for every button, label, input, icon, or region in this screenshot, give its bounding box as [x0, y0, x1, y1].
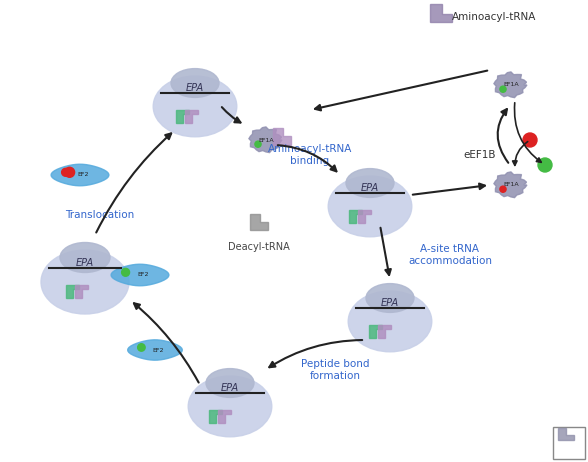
- Text: EF1A: EF1A: [503, 182, 519, 188]
- Text: Aminoacyl-tRNA
binding: Aminoacyl-tRNA binding: [268, 144, 352, 166]
- Text: EF2: EF2: [138, 273, 149, 278]
- Ellipse shape: [188, 376, 272, 437]
- Polygon shape: [358, 210, 370, 223]
- Circle shape: [538, 158, 552, 172]
- Polygon shape: [430, 4, 452, 22]
- Circle shape: [500, 186, 506, 192]
- Text: EF1A: EF1A: [503, 83, 519, 87]
- Ellipse shape: [348, 291, 432, 352]
- Ellipse shape: [41, 250, 129, 314]
- Polygon shape: [250, 214, 268, 230]
- Polygon shape: [378, 325, 390, 338]
- Polygon shape: [111, 264, 169, 286]
- Polygon shape: [185, 110, 198, 122]
- Ellipse shape: [346, 169, 394, 197]
- Text: EPA: EPA: [76, 257, 94, 267]
- Text: A-site tRNA
accommodation: A-site tRNA accommodation: [408, 244, 492, 266]
- Polygon shape: [51, 164, 109, 186]
- Polygon shape: [494, 72, 527, 97]
- Polygon shape: [369, 325, 382, 338]
- Ellipse shape: [366, 284, 414, 312]
- Polygon shape: [494, 172, 527, 198]
- Text: EPA: EPA: [221, 383, 239, 393]
- Ellipse shape: [328, 176, 412, 237]
- Text: EPA: EPA: [381, 298, 399, 308]
- Text: EF1A: EF1A: [259, 138, 274, 142]
- Text: eEF1B: eEF1B: [464, 150, 496, 160]
- Text: EF2: EF2: [78, 172, 89, 177]
- Circle shape: [523, 133, 537, 147]
- Polygon shape: [349, 210, 362, 223]
- Ellipse shape: [206, 369, 254, 397]
- Text: EPA: EPA: [186, 83, 204, 92]
- Ellipse shape: [171, 68, 219, 97]
- Polygon shape: [249, 127, 282, 152]
- Circle shape: [255, 141, 261, 147]
- Circle shape: [65, 167, 75, 177]
- Polygon shape: [218, 410, 230, 423]
- Polygon shape: [128, 340, 182, 360]
- Text: Peptide bond
formation: Peptide bond formation: [300, 359, 369, 381]
- Circle shape: [500, 86, 506, 92]
- Circle shape: [62, 168, 69, 176]
- Circle shape: [138, 344, 145, 351]
- Text: EF2: EF2: [153, 347, 164, 353]
- Ellipse shape: [60, 243, 110, 273]
- Text: EPA: EPA: [361, 182, 379, 193]
- FancyBboxPatch shape: [553, 427, 585, 459]
- Text: Translocation: Translocation: [65, 210, 135, 220]
- Polygon shape: [209, 410, 222, 423]
- Polygon shape: [273, 128, 291, 145]
- Text: Aminoacyl-tRNA: Aminoacyl-tRNA: [452, 12, 536, 22]
- Polygon shape: [558, 428, 574, 440]
- Polygon shape: [66, 285, 79, 298]
- Polygon shape: [75, 285, 88, 298]
- Polygon shape: [176, 110, 189, 122]
- Ellipse shape: [153, 76, 237, 137]
- Circle shape: [122, 268, 129, 276]
- Text: Deacyl-tRNA: Deacyl-tRNA: [228, 242, 290, 252]
